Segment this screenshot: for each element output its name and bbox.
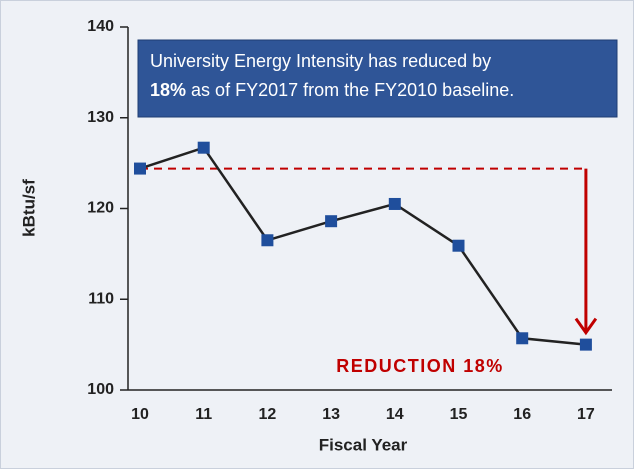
marker (261, 234, 274, 247)
marker (388, 197, 401, 210)
reduction-label: REDUCTION 18% (336, 356, 504, 376)
x-tick-label: 12 (259, 406, 277, 423)
x-tick-label: 14 (386, 406, 404, 423)
x-tick-label: 17 (577, 406, 595, 423)
marker (452, 239, 465, 252)
marker (197, 141, 210, 154)
y-tick-label: 140 (87, 18, 114, 35)
x-tick-label: 10 (131, 406, 149, 423)
y-tick-label: 120 (87, 200, 114, 217)
annotation-text: as of FY2017 from the FY2010 baseline. (191, 80, 514, 100)
arrow-head (574, 317, 598, 336)
y-tick-label: 110 (88, 290, 114, 307)
marker (516, 332, 529, 345)
annotation-line: University Energy Intensity has reduced … (150, 51, 491, 71)
x-tick-label: 11 (195, 406, 212, 423)
annotation-line: 18% as of FY2017 from the FY2010 baselin… (150, 80, 514, 100)
x-tick-label: 16 (513, 406, 531, 423)
annotation-highlight: 18% (150, 80, 186, 100)
marker (579, 338, 592, 351)
x-axis-label: Fiscal Year (319, 435, 408, 454)
y-tick-label: 100 (87, 381, 114, 398)
y-axis-label: kBtu/sf (19, 179, 38, 237)
line (139, 146, 587, 346)
marker (325, 215, 338, 228)
x-tick-label: 13 (322, 406, 340, 423)
x-tick-label: 15 (450, 406, 468, 423)
annotation-box (137, 39, 618, 118)
marker (134, 162, 146, 175)
y-tick-label: 130 (87, 109, 114, 126)
